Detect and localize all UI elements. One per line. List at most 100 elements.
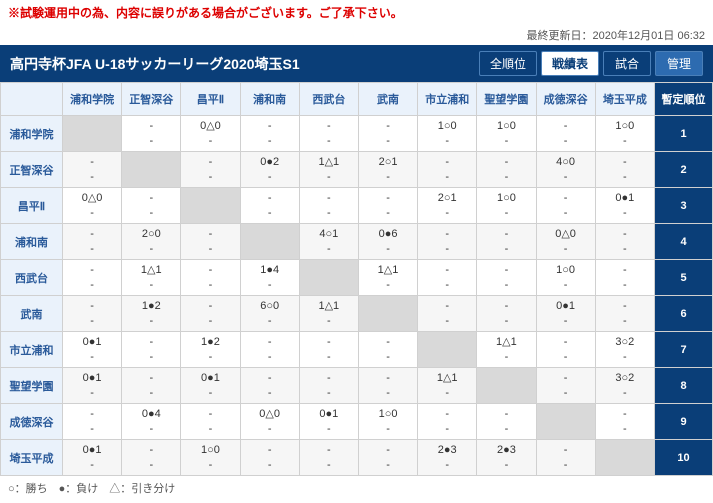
result-cell	[299, 260, 358, 296]
header-buttons: 全順位 戦績表 試合 管理	[479, 51, 703, 76]
result-bottom: -	[123, 134, 179, 148]
updated-value: 2020年12月01日 06:32	[592, 30, 705, 42]
result-bottom: -	[597, 422, 653, 436]
result-bottom: -	[64, 350, 120, 364]
rank-cell: 2	[655, 152, 713, 188]
result-cell: 1○0-	[595, 116, 654, 152]
result-cell: --	[63, 260, 122, 296]
result-cell: --	[536, 188, 595, 224]
result-top: -	[123, 443, 179, 457]
result-top: -	[242, 119, 298, 133]
results-table-button[interactable]: 戦績表	[541, 51, 599, 76]
result-bottom: -	[242, 314, 298, 328]
result-top: 0●1	[597, 191, 653, 205]
result-top: 2○1	[360, 155, 416, 169]
result-cell: --	[122, 116, 181, 152]
result-cell: 1○0-	[536, 260, 595, 296]
result-cell: --	[536, 332, 595, 368]
result-cell: 2○0-	[122, 224, 181, 260]
result-bottom: -	[419, 206, 475, 220]
result-cell: 0●1-	[63, 368, 122, 404]
result-cell: --	[299, 188, 358, 224]
result-cell: --	[181, 296, 240, 332]
result-cell: 2●3-	[418, 440, 477, 476]
result-top: -	[123, 191, 179, 205]
result-top: -	[538, 119, 594, 133]
result-bottom: -	[419, 242, 475, 256]
result-bottom: -	[301, 170, 357, 184]
result-cell	[240, 224, 299, 260]
result-bottom: -	[182, 242, 238, 256]
result-top: -	[242, 371, 298, 385]
col-header: 浦和南	[240, 83, 299, 116]
result-cell: 0●1-	[299, 404, 358, 440]
result-bottom: -	[123, 386, 179, 400]
result-top: 0△0	[64, 191, 120, 205]
result-cell: --	[595, 260, 654, 296]
result-top: 0●1	[301, 407, 357, 421]
col-header: 埼玉平成	[595, 83, 654, 116]
result-cell: --	[595, 224, 654, 260]
result-cell: --	[122, 440, 181, 476]
result-cell: 0△0-	[240, 404, 299, 440]
rank-cell: 1	[655, 116, 713, 152]
row-header: 昌平Ⅱ	[1, 188, 63, 224]
manage-button[interactable]: 管理	[655, 51, 703, 76]
all-rank-button[interactable]: 全順位	[479, 51, 537, 76]
result-bottom: -	[64, 206, 120, 220]
result-cell: --	[358, 188, 417, 224]
rank-cell: 6	[655, 296, 713, 332]
result-top: 1○0	[478, 191, 534, 205]
result-bottom: -	[419, 386, 475, 400]
col-header: 聖望学園	[477, 83, 536, 116]
result-cell	[595, 440, 654, 476]
result-top: 0●1	[64, 371, 120, 385]
result-bottom: -	[597, 242, 653, 256]
result-top: 0●1	[64, 335, 120, 349]
result-top: -	[182, 227, 238, 241]
result-bottom: -	[182, 170, 238, 184]
result-top: -	[597, 407, 653, 421]
result-bottom: -	[478, 278, 534, 292]
result-bottom: -	[478, 206, 534, 220]
rank-cell: 3	[655, 188, 713, 224]
result-bottom: -	[478, 350, 534, 364]
result-cell: --	[358, 368, 417, 404]
result-cell: --	[418, 296, 477, 332]
result-top: -	[242, 191, 298, 205]
result-cell: --	[63, 224, 122, 260]
result-cell: --	[418, 224, 477, 260]
result-top: -	[301, 335, 357, 349]
result-top: -	[419, 299, 475, 313]
result-top: -	[301, 371, 357, 385]
result-cell: --	[63, 296, 122, 332]
rank-cell: 5	[655, 260, 713, 296]
result-bottom: -	[478, 242, 534, 256]
result-top: -	[419, 263, 475, 277]
result-bottom: -	[301, 314, 357, 328]
results-grid: 浦和学院正智深谷昌平Ⅱ浦和南西武台武南市立浦和聖望学園成徳深谷埼玉平成暫定順位 …	[0, 82, 713, 476]
match-button[interactable]: 試合	[603, 51, 651, 76]
result-cell: 0●6-	[358, 224, 417, 260]
result-bottom: -	[538, 206, 594, 220]
result-bottom: -	[123, 242, 179, 256]
row-header: 市立浦和	[1, 332, 63, 368]
result-bottom: -	[597, 350, 653, 364]
result-top: 1○0	[597, 119, 653, 133]
result-cell	[122, 152, 181, 188]
result-cell: 4○0-	[536, 152, 595, 188]
result-top: -	[478, 227, 534, 241]
result-top: -	[301, 191, 357, 205]
result-bottom: -	[478, 314, 534, 328]
result-bottom: -	[538, 170, 594, 184]
col-header: 正智深谷	[122, 83, 181, 116]
result-bottom: -	[538, 350, 594, 364]
result-cell: 6○0-	[240, 296, 299, 332]
result-bottom: -	[182, 386, 238, 400]
corner-cell	[1, 83, 63, 116]
rank-cell: 7	[655, 332, 713, 368]
result-cell: --	[63, 152, 122, 188]
result-cell: --	[536, 440, 595, 476]
result-bottom: -	[419, 422, 475, 436]
result-bottom: -	[538, 458, 594, 472]
